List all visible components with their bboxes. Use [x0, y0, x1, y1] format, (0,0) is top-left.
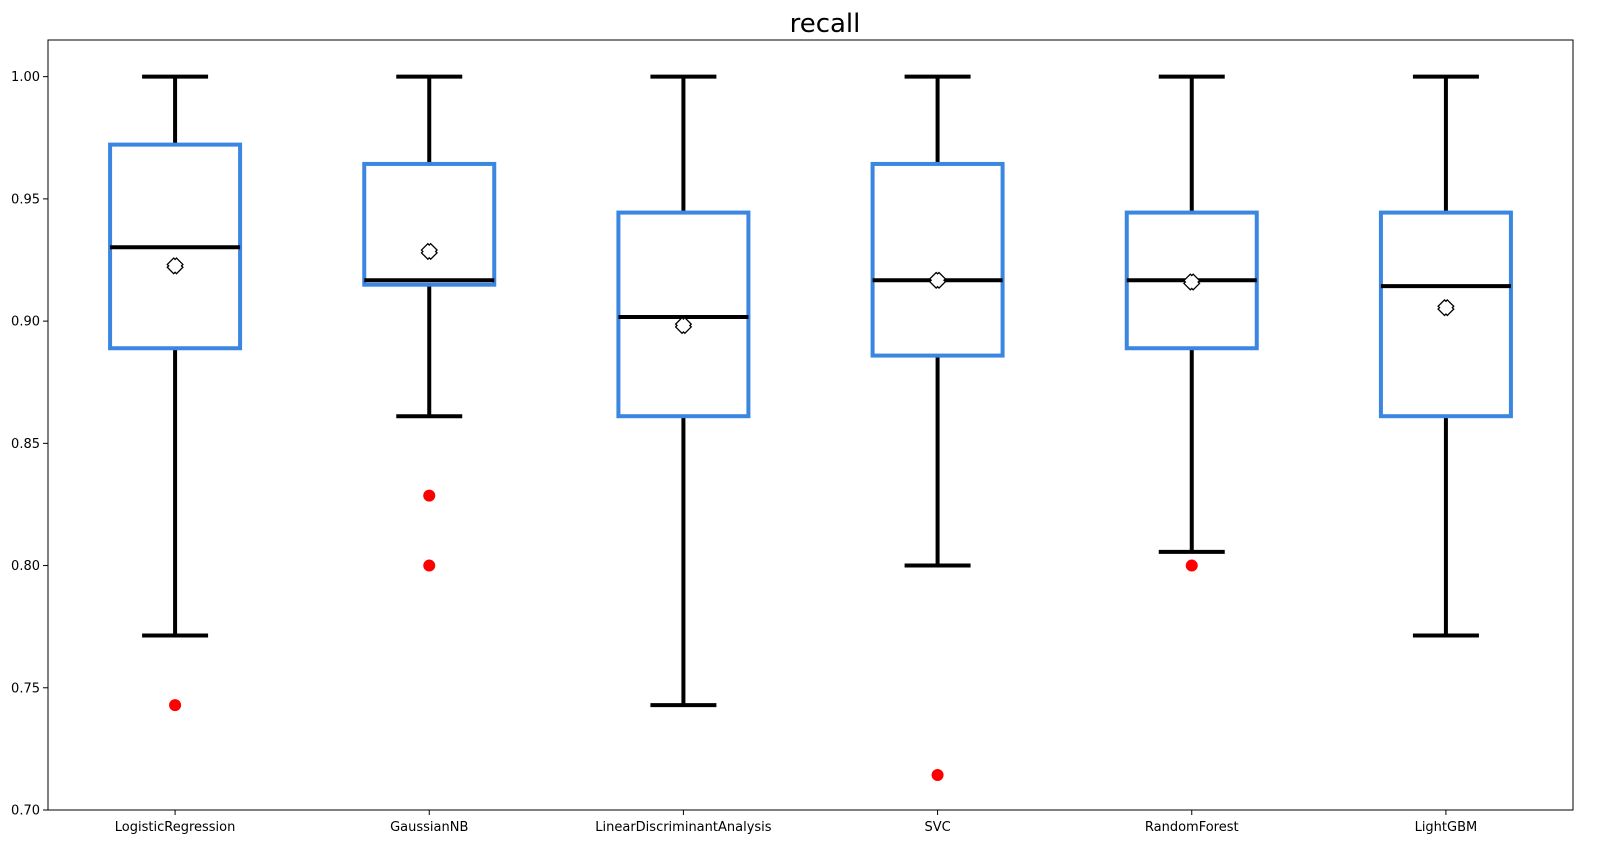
- y-tick-label: 0.70: [11, 804, 40, 819]
- box-group: [1124, 74, 1259, 572]
- box-group: [362, 74, 497, 572]
- iqr-box: [1378, 210, 1513, 419]
- x-tick-label: LightGBM: [1415, 820, 1478, 835]
- outlier-point: [423, 489, 436, 502]
- box-group: [108, 74, 243, 712]
- iqr-box: [616, 210, 751, 419]
- iqr-box: [362, 161, 497, 287]
- mean-marker: [1183, 273, 1201, 291]
- outlier-point: [1185, 559, 1198, 572]
- mean-marker: [420, 242, 438, 261]
- y-tick-label: 0.75: [11, 681, 40, 696]
- y-tick-label: 1.00: [11, 70, 40, 85]
- y-tick-label: 0.90: [11, 315, 40, 330]
- x-tick-label: LinearDiscriminantAnalysis: [595, 820, 772, 835]
- chart-title: recall: [790, 9, 861, 39]
- mean-marker: [928, 271, 947, 290]
- box-group: [870, 74, 1005, 782]
- y-tick-label: 0.80: [11, 559, 40, 574]
- outlier-point: [169, 699, 182, 712]
- plot-frame: [47, 39, 1574, 811]
- x-tick-label: SVC: [924, 820, 950, 835]
- mean-marker: [1437, 298, 1455, 317]
- box-group: [616, 74, 751, 708]
- plot-area: [108, 74, 1513, 782]
- outlier-point: [931, 769, 944, 782]
- mean-marker: [166, 257, 184, 275]
- x-tick-label: LogisticRegression: [115, 820, 236, 835]
- iqr-box: [870, 161, 1005, 358]
- x-axis: LogisticRegression GaussianNB LinearDiscri…: [115, 810, 1477, 835]
- outlier-point: [423, 559, 436, 572]
- y-axis: 0.70 0.75 0.80 0.85 0.90 0.95 1.00: [11, 70, 48, 819]
- mean-marker: [674, 316, 693, 335]
- y-tick-label: 0.95: [11, 192, 40, 207]
- box-group: [1378, 74, 1513, 638]
- x-tick-label: RandomForest: [1145, 820, 1239, 835]
- x-tick-label: GaussianNB: [390, 820, 468, 835]
- y-tick-label: 0.85: [11, 437, 40, 452]
